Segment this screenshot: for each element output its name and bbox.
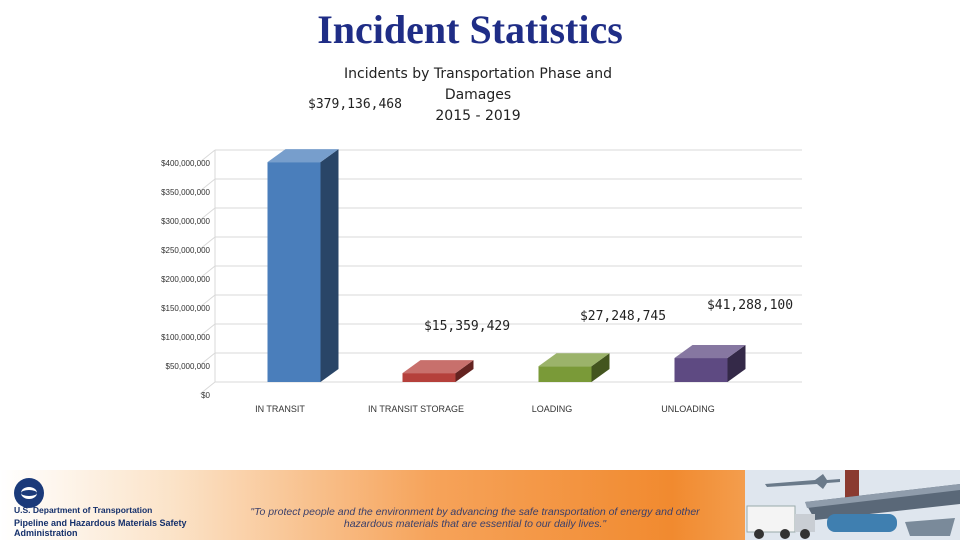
y-tick-label: $350,000,000 <box>161 188 210 197</box>
data-label: $41,288,100 <box>707 298 793 313</box>
y-tick-label: $400,000,000 <box>161 159 210 168</box>
y-tick-label: $250,000,000 <box>161 246 210 255</box>
bar <box>674 358 728 382</box>
bar-chart: $0 $50,000,000 $100,000,000 $150,000,000 $20… <box>161 97 802 414</box>
data-label: $15,359,429 <box>424 319 510 334</box>
bar <box>402 373 456 382</box>
bar-top <box>674 345 746 359</box>
bar-top <box>538 353 610 367</box>
gridline-side <box>199 265 216 279</box>
x-category-label: LOADING <box>532 404 573 414</box>
bar-top <box>267 149 339 163</box>
gridline-side <box>199 381 216 395</box>
y-tick-label: $300,000,000 <box>161 217 210 226</box>
gridline-side <box>199 207 216 221</box>
bar <box>538 366 592 382</box>
y-tick-label: $0 <box>201 391 210 400</box>
x-category-label: IN TRANSIT STORAGE <box>368 404 464 414</box>
footer-banner: U.S. Department of Transportation Pipeli… <box>0 470 960 540</box>
gridline-side <box>199 323 216 337</box>
agency-name: U.S. Department of Transportation <box>14 505 153 515</box>
y-tick-label: $150,000,000 <box>161 304 210 313</box>
gridline-side <box>199 294 216 308</box>
bar-side <box>320 149 339 382</box>
chart-title-line: Damages <box>444 87 512 103</box>
bar-side <box>591 353 610 382</box>
y-tick-label: $200,000,000 <box>161 275 210 284</box>
bar <box>267 162 321 382</box>
gridline-side <box>199 352 216 366</box>
chart-title-line: Incidents by Transportation Phase and <box>344 66 612 82</box>
bar-side <box>727 345 746 382</box>
chart-title-line: 2015 - 2019 <box>435 108 521 124</box>
y-tick-label: $50,000,000 <box>166 362 211 371</box>
data-label: $379,136,468 <box>308 97 402 112</box>
gridline-side <box>199 178 216 192</box>
bar-top <box>402 360 474 374</box>
transportation-collage-icon <box>745 470 960 540</box>
x-category-label: IN TRANSIT <box>255 404 305 414</box>
chart-title: Incidents by Transportation Phase and Da… <box>320 64 636 127</box>
page-title: Incident Statistics <box>317 7 623 52</box>
y-tick-label: $100,000,000 <box>161 333 210 342</box>
mission-quote: "To protect people and the environment b… <box>250 506 700 530</box>
bar-side <box>455 360 474 382</box>
gridline-side <box>199 236 216 250</box>
x-category-label: UNLOADING <box>661 404 715 414</box>
gridline-side <box>199 149 216 163</box>
data-label: $27,248,745 <box>580 309 666 324</box>
agency-subname: Pipeline and Hazardous Materials Safety … <box>14 518 187 538</box>
dot-seal-icon <box>14 478 44 508</box>
